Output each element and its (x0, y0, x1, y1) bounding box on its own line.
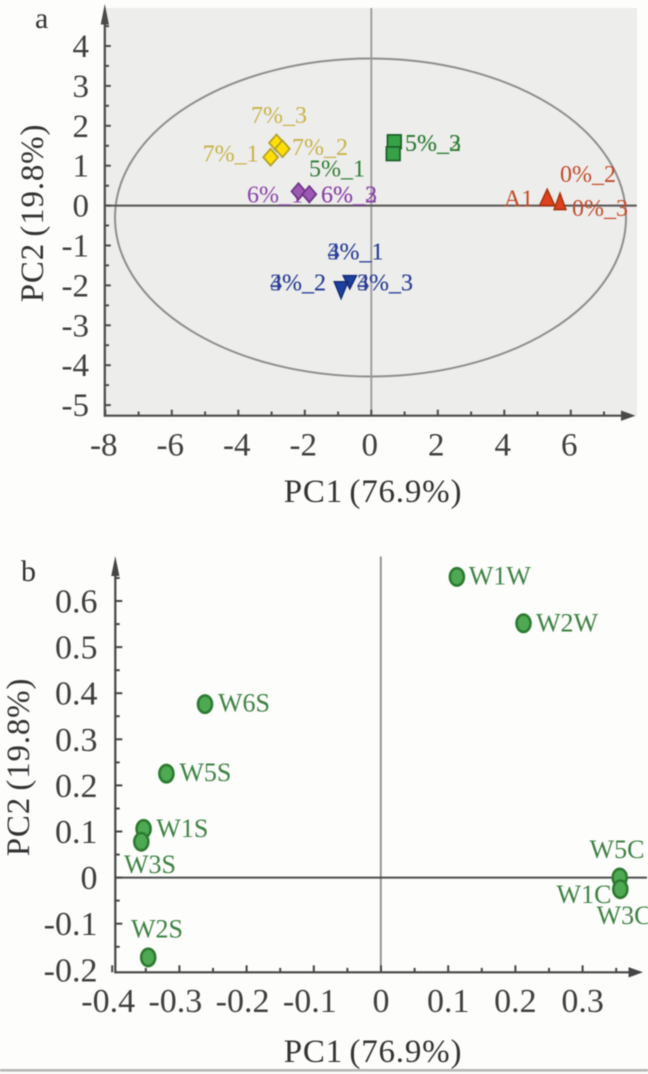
svg-text:2: 2 (428, 428, 445, 464)
svg-text:W2W: W2W (536, 609, 599, 638)
svg-text:6: 6 (561, 428, 578, 464)
svg-text:7%_1: 7%_1 (203, 142, 259, 168)
svg-text:PC1 (76.9%): PC1 (76.9%) (284, 1034, 463, 1070)
svg-text:0.6: 0.6 (55, 584, 98, 621)
svg-text:4%_3: 4%_3 (357, 271, 413, 297)
svg-text:0.1: 0.1 (427, 983, 470, 1020)
svg-text:-1: -1 (62, 229, 90, 265)
svg-text:5%_2: 5%_2 (405, 131, 461, 157)
svg-text:0.2: 0.2 (55, 768, 98, 805)
svg-text:4: 4 (495, 428, 512, 464)
svg-text:W6S: W6S (218, 689, 270, 718)
svg-text:4%_1: 4%_1 (328, 240, 384, 266)
svg-text:0%_2: 0%_2 (560, 162, 616, 188)
svg-text:0.3: 0.3 (55, 722, 98, 759)
svg-text:A1: A1 (504, 187, 533, 213)
svg-text:0: 0 (73, 189, 90, 225)
svg-text:0: 0 (362, 428, 379, 464)
svg-text:0: 0 (373, 983, 390, 1020)
svg-text:0: 0 (81, 860, 98, 897)
svg-text:-3: -3 (62, 308, 90, 344)
svg-text:0.3: 0.3 (561, 983, 604, 1020)
svg-text:1: 1 (73, 149, 90, 185)
svg-text:0.4: 0.4 (55, 676, 98, 713)
svg-text:3: 3 (73, 69, 90, 105)
svg-text:2: 2 (73, 109, 90, 145)
svg-text:5%_3: 5%_3 (405, 131, 461, 157)
svg-text:-8: -8 (90, 428, 118, 464)
svg-text:W5S: W5S (179, 758, 231, 787)
svg-text:W1S: W1S (156, 814, 208, 843)
svg-text:-0.4: -0.4 (81, 983, 135, 1020)
svg-text:6%_3: 6%_3 (321, 183, 377, 209)
svg-text:-0.1: -0.1 (283, 983, 337, 1020)
svg-text:-0.2: -0.2 (216, 983, 270, 1020)
svg-text:-2: -2 (290, 428, 318, 464)
svg-text:5%_1: 5%_1 (309, 157, 365, 183)
svg-text:PC2 (19.8%): PC2 (19.8%) (15, 124, 51, 303)
svg-text:6%_1: 6%_1 (247, 183, 303, 209)
svg-text:PC1 (76.9%): PC1 (76.9%) (284, 474, 463, 510)
svg-text:3%_3: 3%_3 (357, 271, 413, 297)
svg-text:7%_3: 7%_3 (251, 103, 307, 129)
svg-text:W3S: W3S (124, 850, 176, 879)
svg-text:4: 4 (73, 29, 90, 65)
svg-text:0.5: 0.5 (55, 630, 98, 667)
svg-text:-0.3: -0.3 (148, 983, 202, 1020)
svg-text:4%_2: 4%_2 (270, 271, 326, 297)
svg-text:-6: -6 (157, 428, 185, 464)
svg-text:W5C: W5C (590, 835, 645, 864)
svg-text:3%_2: 3%_2 (270, 271, 326, 297)
svg-text:W2S: W2S (131, 915, 183, 944)
svg-text:-4: -4 (223, 428, 251, 464)
svg-text:a: a (35, 2, 48, 35)
svg-text:0.2: 0.2 (494, 983, 537, 1020)
svg-text:-2: -2 (62, 268, 90, 304)
svg-text:0.1: 0.1 (55, 814, 98, 851)
svg-text:6%_2: 6%_2 (321, 183, 377, 209)
svg-text:W1C: W1C (557, 880, 612, 909)
svg-text:W3C: W3C (597, 901, 648, 930)
svg-text:PC2 (19.8%): PC2 (19.8%) (1, 678, 37, 857)
svg-text:3%_1: 3%_1 (328, 240, 384, 266)
svg-text:-0.1: -0.1 (44, 906, 98, 943)
svg-text:-5: -5 (62, 388, 90, 424)
svg-text:-4: -4 (62, 348, 90, 384)
svg-text:b: b (21, 555, 36, 588)
svg-text:W1W: W1W (469, 562, 532, 591)
svg-text:7%_2: 7%_2 (292, 135, 348, 161)
svg-text:-0.2: -0.2 (44, 952, 98, 989)
svg-text:0%_3: 0%_3 (572, 196, 628, 222)
